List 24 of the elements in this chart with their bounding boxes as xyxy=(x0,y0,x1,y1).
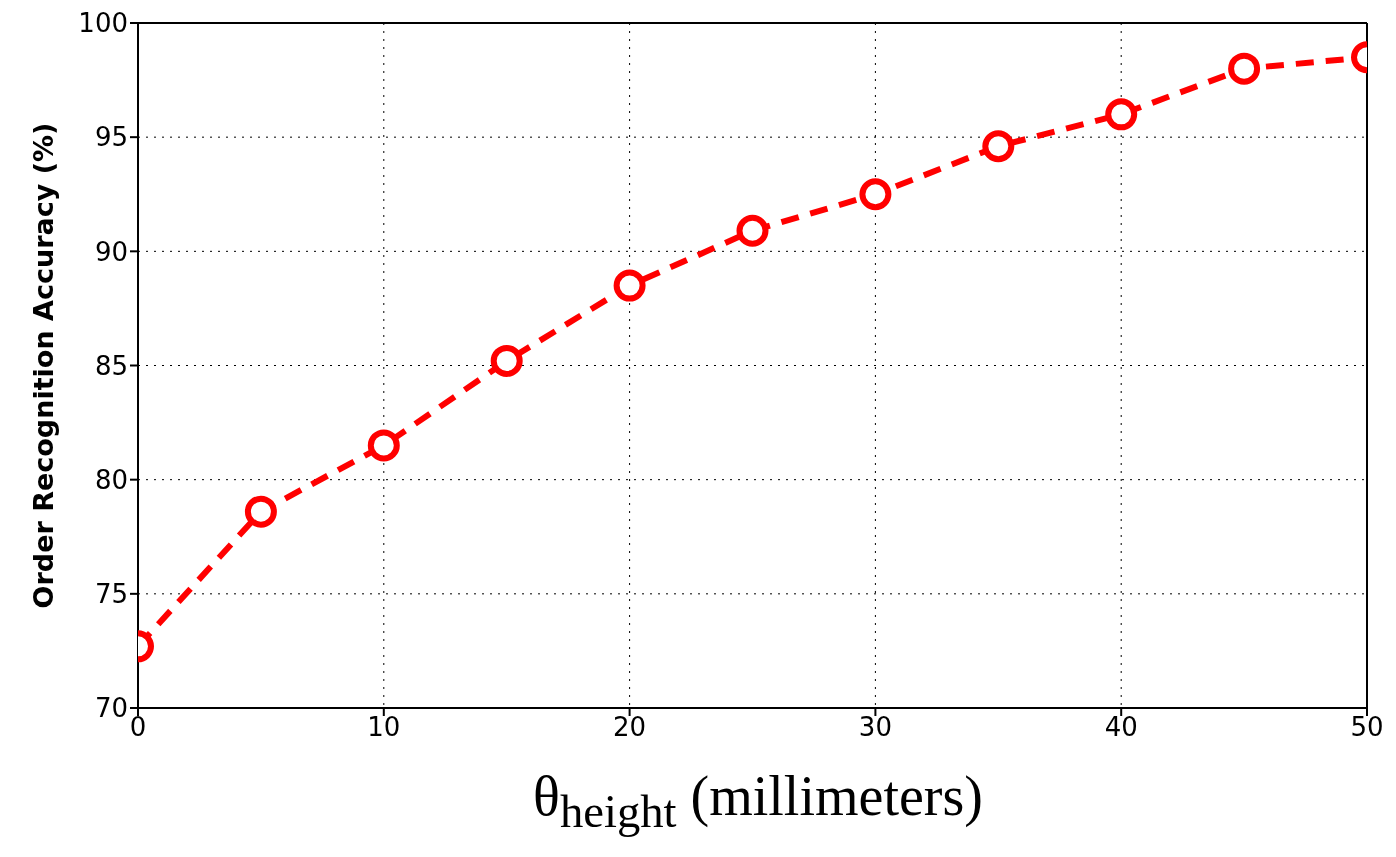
y-tick-label: 85 xyxy=(94,350,128,381)
point xyxy=(982,130,1015,163)
x-tick-label: 40 xyxy=(1104,712,1138,743)
point xyxy=(490,344,523,377)
y-axis-title: Order Recognition Accuracy (%) xyxy=(27,122,59,609)
x-tick-label: 10 xyxy=(367,712,401,743)
y-tick-label: 80 xyxy=(94,464,128,495)
y-tick-label: 70 xyxy=(94,693,128,724)
point xyxy=(859,178,892,211)
point xyxy=(736,214,769,247)
y-tick-label: 95 xyxy=(94,122,128,153)
x-axis-title: θ$_{height}$ (millimeters) xyxy=(532,764,984,839)
x-tick-label: 0 xyxy=(129,712,147,743)
y-tick-label: 90 xyxy=(94,236,128,267)
point xyxy=(244,495,277,528)
point xyxy=(1228,52,1261,85)
point xyxy=(613,269,646,302)
y-tick-label: 75 xyxy=(94,579,128,610)
x-tick-label: 50 xyxy=(1350,712,1384,743)
x-tick-label: 30 xyxy=(858,712,892,743)
y-tick-label: 100 xyxy=(78,8,128,39)
point xyxy=(1105,98,1138,131)
point xyxy=(367,429,400,462)
x-tick-label: 20 xyxy=(613,712,647,743)
